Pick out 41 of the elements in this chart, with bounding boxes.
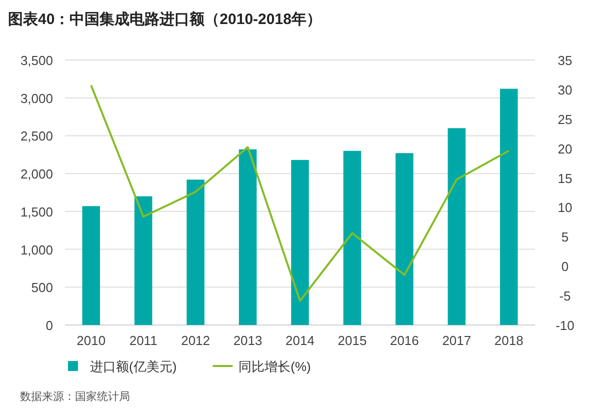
y2-tick-label: 35 [558, 53, 572, 68]
y2-tick-label: 0 [561, 259, 569, 274]
x-tick-label: 2015 [338, 333, 367, 348]
x-tick-label: 2012 [181, 333, 210, 348]
y2-tick-label: 5 [561, 230, 569, 245]
bar [238, 149, 257, 325]
y2-tick-label: -10 [556, 318, 574, 333]
legend-label: 进口额(亿美元) [90, 359, 177, 374]
bar [82, 206, 100, 325]
x-tick-label: 2014 [286, 333, 314, 348]
y2-tick-label: 20 [558, 141, 572, 156]
y-tick-label: 3,000 [20, 90, 53, 106]
line-series [90, 84, 510, 302]
x-tick-label: 2010 [76, 333, 106, 348]
bar [343, 150, 362, 325]
chart-title: 图表40：中国集成电路进口额（2010-2018年） [8, 10, 322, 28]
x-tick-label: 2018 [494, 333, 524, 348]
bar [186, 180, 204, 325]
y2-tick-label: 15 [558, 170, 572, 186]
bar [448, 128, 466, 325]
y-tick-label: 0 [46, 318, 53, 333]
x-tick-label: 2013 [233, 333, 262, 348]
y-tick-label: 3,500 [20, 53, 53, 68]
y-tick-label: 500 [31, 280, 53, 296]
y-tick-label: 1,000 [20, 242, 53, 258]
x-tick-label: 2016 [390, 333, 419, 348]
y2-tick-label: -5 [559, 288, 571, 304]
bar [396, 153, 414, 325]
y2-tick-label: 10 [558, 200, 572, 216]
y2-tick-label: 25 [558, 112, 572, 127]
bar [291, 160, 309, 325]
bar [500, 88, 518, 325]
x-tick-label: 2011 [129, 333, 158, 348]
y2-tick-label: 30 [558, 82, 572, 98]
x-tick-label: 2017 [442, 333, 472, 348]
y-tick-label: 2,000 [20, 166, 53, 182]
bar [134, 196, 152, 325]
legend-label: 同比增长(%) [238, 359, 311, 374]
y-tick-label: 2,500 [20, 128, 53, 144]
y-tick-label: 1,500 [20, 204, 53, 220]
source-note: 数据来源：国家统计局 [20, 390, 130, 403]
